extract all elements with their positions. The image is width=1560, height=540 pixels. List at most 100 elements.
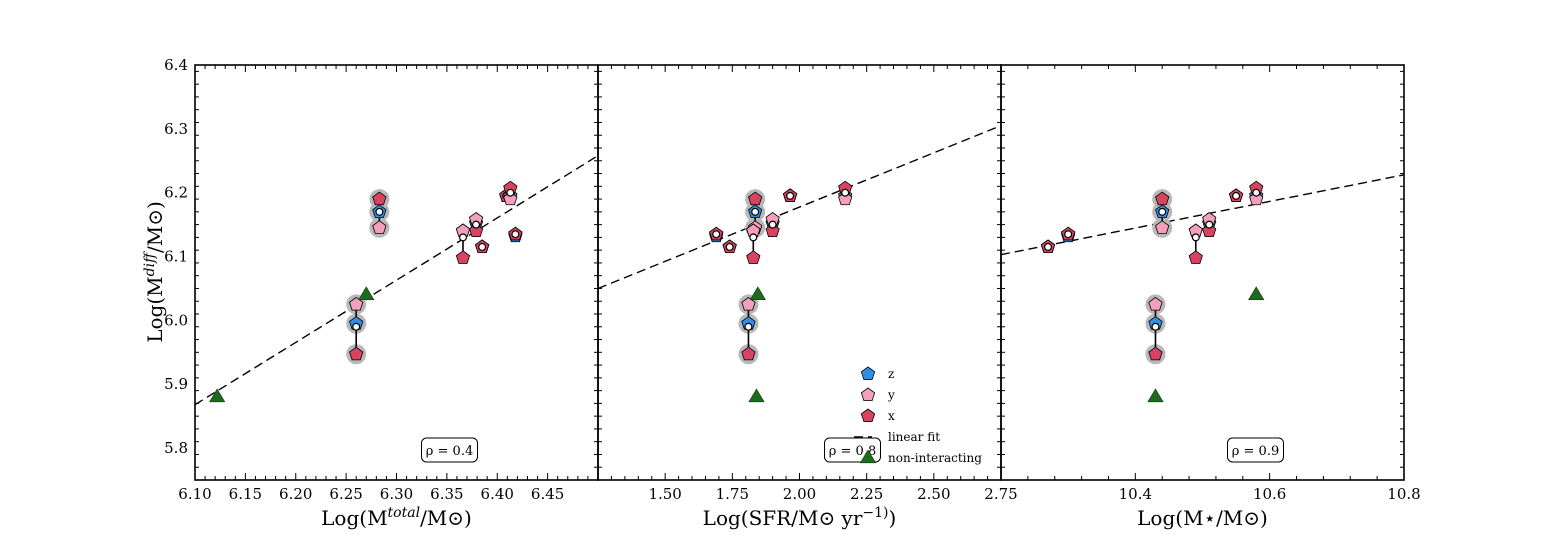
x-marker: [1188, 250, 1203, 264]
y-tick-label: 5.9: [164, 375, 188, 393]
x-tick-label: 1.50: [648, 485, 681, 503]
rho-label: ρ = 0.8: [829, 444, 876, 459]
x-marker: [741, 346, 756, 361]
mean-marker: [1191, 233, 1200, 242]
mean-marker: [1158, 207, 1167, 216]
x-tick-label: 10.4: [1119, 485, 1152, 503]
mean-marker: [749, 233, 758, 242]
rho-label: ρ = 0.9: [1232, 444, 1279, 459]
legend-item-z: z: [860, 366, 894, 381]
x-tick-label: 6.45: [531, 485, 564, 503]
x-tick-label: 2.25: [850, 485, 883, 503]
mean-marker: [712, 230, 721, 239]
non-interacting-marker: [748, 388, 765, 403]
mean-marker: [1151, 322, 1160, 331]
y-marker: [349, 296, 364, 311]
x-axis-label: Log(M⋆/M⊙): [1137, 506, 1268, 530]
y-tick-label: 6.4: [164, 56, 188, 74]
y-tick-label: 5.8: [164, 439, 188, 457]
mean-marker: [478, 242, 487, 251]
x-marker: [468, 223, 484, 238]
legend: zyx linear fit non-interacting: [854, 366, 982, 465]
legend-label: z: [888, 367, 894, 381]
legend-item-y: y: [860, 387, 895, 402]
rho-label: ρ = 0.4: [426, 444, 473, 459]
plot-area: [598, 125, 1001, 403]
x-tick-label: 6.15: [229, 485, 262, 503]
panel-3: 10.4 10.6 10.8 Log(M⋆/M⊙) ρ = 0.9: [1000, 64, 1421, 530]
mean-marker: [786, 191, 795, 200]
mean-marker: [751, 207, 760, 216]
x-tick-label: 6.40: [481, 485, 514, 503]
y-marker: [741, 296, 756, 311]
mean-marker: [375, 207, 384, 216]
panel-frame: [597, 64, 1002, 481]
x-marker: [1148, 346, 1163, 361]
non-interacting-marker: [1248, 286, 1265, 300]
x-marker: [1155, 191, 1170, 206]
x-axis-label: Log(Mtotal/M⊙): [321, 505, 472, 530]
x-marker: [349, 346, 364, 361]
mean-marker: [1044, 242, 1053, 251]
x-marker: [748, 191, 763, 206]
y-tick-label: 6.3: [164, 120, 188, 138]
x-tick-label: 2.50: [917, 485, 950, 503]
panels: 6.10 6.15 6.20 6.25 6.30 6.35 6.40 6.45 5.8 5.9 6.…: [164, 56, 1421, 530]
mean-marker: [1252, 188, 1261, 197]
panel-2: 1.50 1.75 2.00 2.25 2.50 2.75 Log(SFR/M⊙ yr−1)…: [597, 64, 1018, 530]
x-tick-label: 6.35: [430, 485, 463, 503]
plot-area: [195, 155, 598, 406]
y-marker: [372, 220, 387, 234]
mean-marker: [744, 322, 753, 331]
rho-box: [421, 437, 478, 463]
x-tick-label: 10.8: [1387, 485, 1420, 503]
x-tick-label: 6.10: [178, 485, 211, 503]
x-marker: [765, 223, 780, 238]
linear-fit-line: [195, 155, 598, 406]
non-interacting-marker: [749, 286, 766, 300]
mean-marker: [458, 233, 467, 242]
y-axis-label: Log(Mdiff/M⊙): [142, 201, 167, 343]
y-marker: [1249, 191, 1264, 206]
y-tick-label: 6.0: [164, 311, 188, 329]
y-marker: [838, 191, 853, 206]
x-tick-label: 2.00: [783, 485, 816, 503]
mean-marker: [1232, 191, 1241, 200]
x-tick-label: 6.20: [279, 485, 312, 503]
y-tick-label: 6.2: [164, 184, 188, 202]
mean-marker: [1064, 230, 1073, 239]
x-marker: [746, 250, 761, 264]
panel-1: 6.10 6.15 6.20 6.25 6.30 6.35 6.40 6.45 5.8 5.9 6.…: [164, 56, 599, 530]
y-marker: [503, 191, 518, 206]
y-marker: [1148, 296, 1163, 311]
mean-marker: [725, 242, 734, 251]
legend-x-icon: [860, 408, 876, 423]
panel-frame: [1000, 64, 1405, 481]
legend-item-non_interacting: non-interacting: [859, 449, 982, 465]
legend-item-fit: linear fit: [854, 430, 940, 444]
legend-z-icon: [860, 366, 876, 381]
x-axis-label: Log(SFR/M⊙ yr−1)): [703, 505, 897, 530]
mean-marker: [511, 230, 520, 239]
rho-box: [1227, 437, 1284, 463]
non-interacting-marker: [1147, 388, 1164, 403]
y-marker: [1155, 220, 1170, 234]
x-tick-label: 2.75: [984, 485, 1017, 503]
mean-marker: [472, 220, 481, 229]
legend-label: linear fit: [888, 430, 940, 444]
x-tick-label: 6.30: [380, 485, 413, 503]
mean-marker: [506, 188, 515, 197]
mean-marker: [352, 322, 361, 331]
y-tick-label: 6.1: [164, 248, 188, 266]
plot-area: [1001, 174, 1404, 403]
legend-label: x: [888, 409, 895, 423]
non-interacting-marker: [358, 286, 375, 300]
x-marker: [372, 191, 387, 206]
x-tick-label: 6.25: [329, 485, 362, 503]
legend-item-x: x: [860, 408, 895, 423]
mean-marker: [768, 220, 777, 229]
linear-fit-line: [598, 125, 1001, 290]
legend-y-icon: [860, 387, 876, 402]
mean-marker: [841, 188, 850, 197]
